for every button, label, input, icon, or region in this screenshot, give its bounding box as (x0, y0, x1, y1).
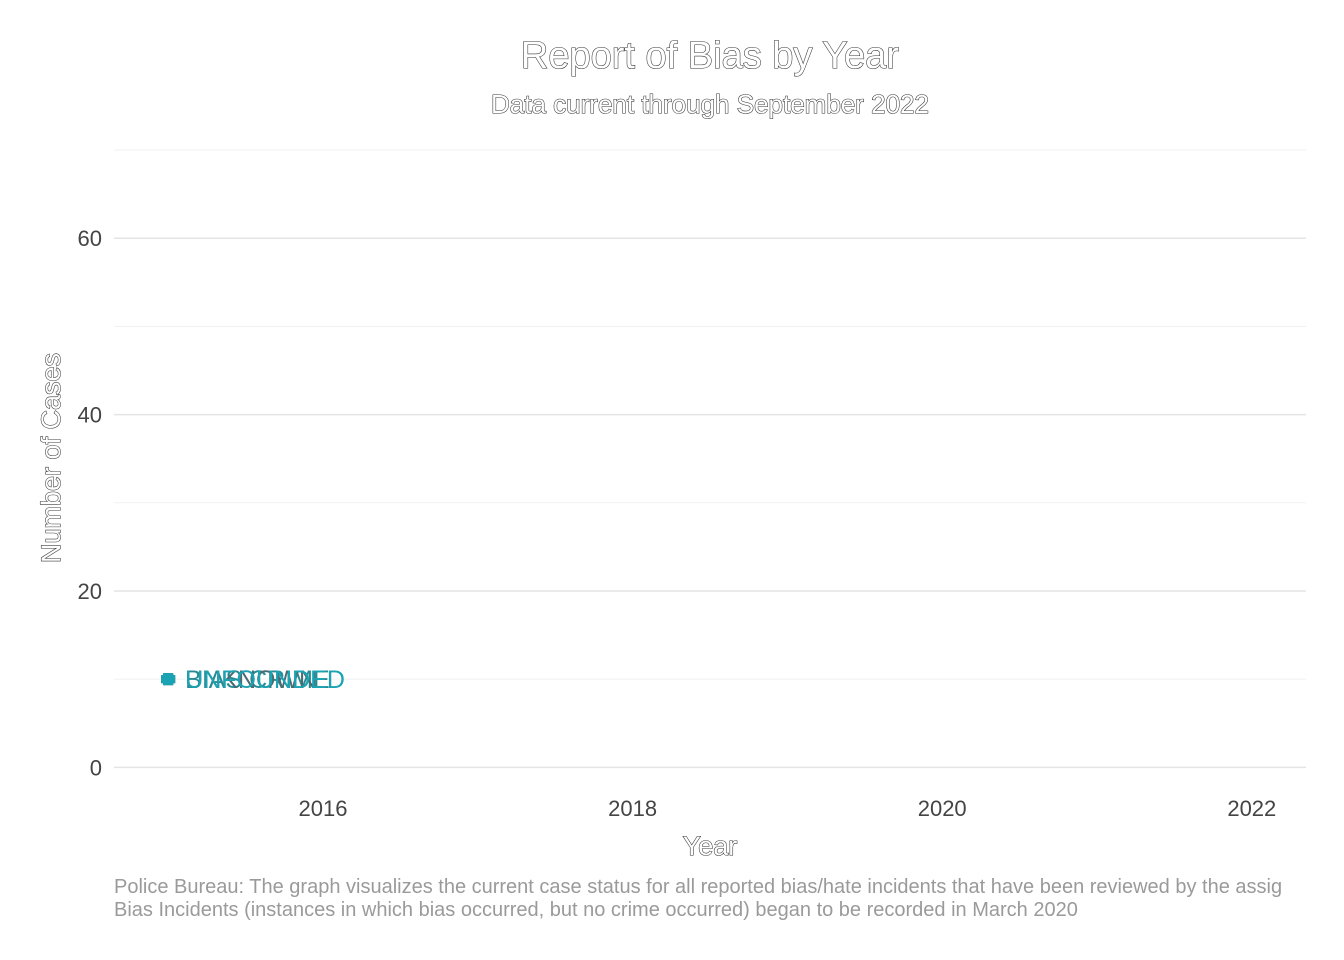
y-tick-label-3: 60 (78, 226, 102, 251)
x-axis-ticks: 2016 2018 2020 2022 (299, 796, 1277, 821)
y-tick-label-0: 0 (90, 755, 102, 780)
series-label-bias-crime: BIAS CRIME (185, 666, 329, 694)
series-label-unfounded: UNFOUNDED (185, 666, 345, 694)
caption-line-2: Bias Incidents (instances in which bias … (114, 899, 1078, 921)
chart-title: Report of Bias by Year (521, 35, 899, 77)
point-unfounded-0-cross (161, 675, 176, 684)
x-tick-label-2: 2020 (918, 796, 967, 821)
y-axis-label: Number of Cases (36, 353, 66, 563)
x-tick-label-0: 2016 (299, 796, 348, 821)
chart-subtitle: Data current through September 2022 (491, 89, 929, 119)
x-axis-label: Year (683, 831, 738, 861)
series-unknown: UNKNOWN (161, 666, 317, 694)
series-unfounded: UNFOUNDED (161, 666, 345, 694)
x-tick-label-1: 2018 (608, 796, 657, 821)
y-tick-label-1: 20 (78, 579, 102, 604)
y-tick-label-2: 40 (78, 403, 102, 428)
y-axis-ticks: 0 20 40 60 (78, 226, 102, 780)
x-tick-label-3: 2022 (1227, 796, 1276, 821)
series-label-unknown: UNKNOWN (185, 666, 317, 694)
grid-lines (114, 149, 1306, 769)
caption-line-1: Police Bureau: The graph visualizes the … (114, 876, 1282, 898)
